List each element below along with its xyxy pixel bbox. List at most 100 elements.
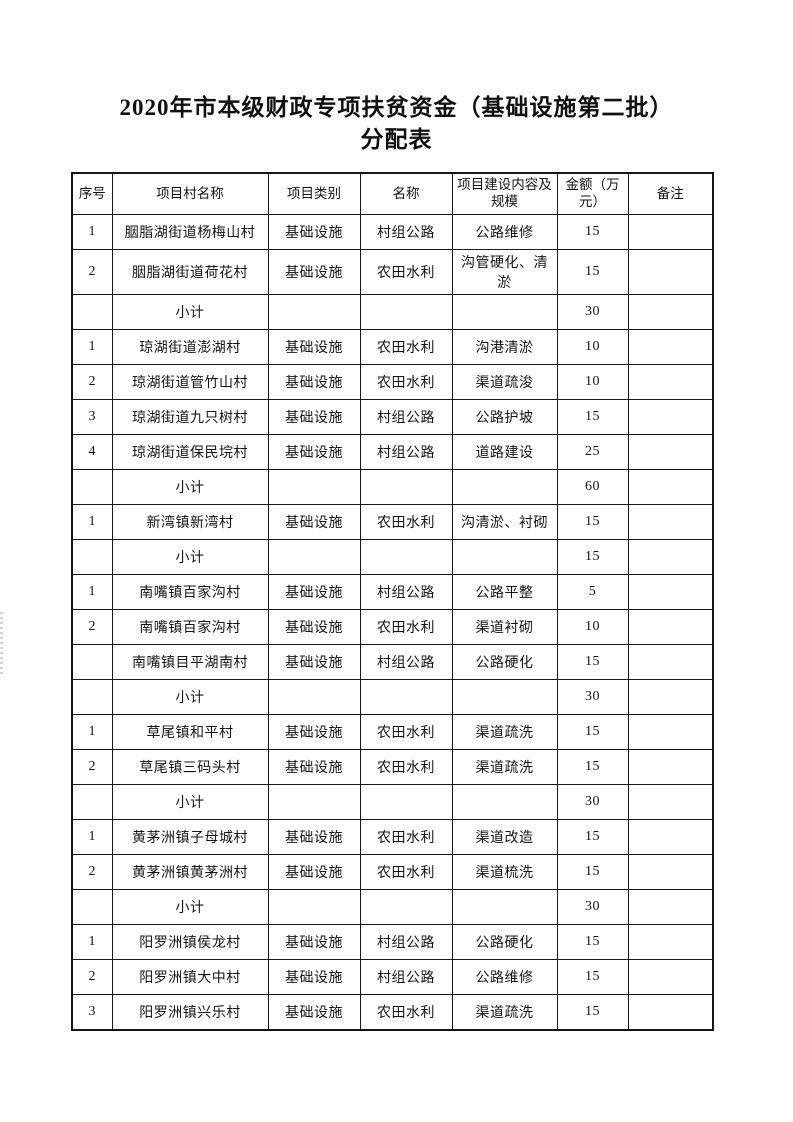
table-cell: 沟港清淤 [451,329,558,365]
table-cell: 1 [71,574,113,610]
table-cell: 渠道衬砌 [451,609,558,645]
table-cell: 3 [71,994,113,1031]
table-row: 1 南嘴镇百家沟村 基础设施 村组公路 公路平整 5 [71,574,714,610]
table-cell: 基础设施 [267,574,361,610]
table-cell [451,679,558,715]
table-cell [359,539,453,575]
table-cell: 农田水利 [359,504,453,540]
table-cell: 小计 [111,784,269,820]
table-cell [451,889,558,925]
table-row: 1 胭脂湖街道杨梅山村 基础设施 村组公路 公路维修 15 [71,214,714,250]
table-cell [451,539,558,575]
table-cell: 1 [71,924,113,960]
table-cell: 2 [71,854,113,890]
table-cell: 1 [71,504,113,540]
allocation-table-container: 序号 项目村名称 项目类别 名称 项目建设内容及规模 金额（万元） 备注 1 胭脂湖街道杨梅山… [71,172,714,1031]
table-cell: 农田水利 [359,329,453,365]
table-cell: 新湾镇新湾村 [111,504,269,540]
table-cell: 琼湖街道澎湖村 [111,329,269,365]
column-header: 金额（万元） [556,172,629,215]
table-cell [627,214,714,250]
table-cell: 草尾镇三码头村 [111,749,269,785]
table-cell: 1 [71,819,113,855]
table-cell [451,294,558,330]
table-cell: 阳罗洲镇侯龙村 [111,924,269,960]
table-cell [71,784,113,820]
table-cell [267,889,361,925]
allocation-table: 序号 项目村名称 项目类别 名称 项目建设内容及规模 金额（万元） 备注 1 胭脂湖街道杨梅山… [71,172,714,1031]
table-cell: 沟管硬化、清淤 [451,249,558,295]
table-row: 2 阳罗洲镇大中村 基础设施 村组公路 公路维修 15 [71,959,714,995]
table-row: 2 胭脂湖街道荷花村 基础设施 农田水利 沟管硬化、清淤 15 [71,249,714,295]
table-cell: 15 [556,399,629,435]
table-cell: 15 [556,644,629,680]
table-cell: 基础设施 [267,364,361,400]
table-cell [71,679,113,715]
table-row: 2 草尾镇三码头村 基础设施 农田水利 渠道疏洗 15 [71,749,714,785]
table-cell [627,609,714,645]
table-cell: 2 [71,249,113,295]
table-cell: 公路硬化 [451,644,558,680]
table-cell: 基础设施 [267,959,361,995]
table-cell: 村组公路 [359,924,453,960]
table-cell [627,574,714,610]
table-cell: 小计 [111,539,269,575]
table-cell: 农田水利 [359,819,453,855]
table-cell: 琼湖街道九只树村 [111,399,269,435]
table-cell: 渠道改造 [451,819,558,855]
table-cell: 2 [71,364,113,400]
table-cell: 基础设施 [267,749,361,785]
table-cell: 10 [556,329,629,365]
table-cell [451,784,558,820]
table-cell: 黄茅洲镇子母城村 [111,819,269,855]
table-cell [627,644,714,680]
table-cell [359,784,453,820]
table-cell [267,294,361,330]
table-cell [627,504,714,540]
table-cell: 15 [556,214,629,250]
table-cell [451,469,558,505]
table-cell: 小计 [111,294,269,330]
table-cell: 基础设施 [267,924,361,960]
table-row: 小计 15 [71,539,714,575]
column-header: 项目类别 [267,172,361,215]
column-header: 项目村名称 [111,172,269,215]
table-cell [627,469,714,505]
table-cell: 15 [556,504,629,540]
table-row: 1 阳罗洲镇侯龙村 基础设施 村组公路 公路硬化 15 [71,924,714,960]
table-row: 1 琼湖街道澎湖村 基础设施 农田水利 沟港清淤 10 [71,329,714,365]
table-cell: 小计 [111,469,269,505]
table-cell [359,889,453,925]
table-cell [627,889,714,925]
table-cell [627,294,714,330]
table-cell: 村组公路 [359,574,453,610]
table-cell: 基础设施 [267,399,361,435]
table-cell [627,994,714,1031]
table-row: 2 琼湖街道管竹山村 基础设施 农田水利 渠道疏浚 10 [71,364,714,400]
table-cell: 基础设施 [267,854,361,890]
table-cell: 1 [71,329,113,365]
table-cell: 道路建设 [451,434,558,470]
table-cell: 农田水利 [359,854,453,890]
table-cell: 渠道疏洗 [451,994,558,1031]
table-cell: 基础设施 [267,609,361,645]
table-row: 1 黄茅洲镇子母城村 基础设施 农田水利 渠道改造 15 [71,819,714,855]
table-cell [627,679,714,715]
table-cell [627,784,714,820]
table-cell [267,784,361,820]
column-header: 序号 [71,172,113,215]
table-cell: 农田水利 [359,749,453,785]
table-row: 小计 30 [71,784,714,820]
table-cell: 公路平整 [451,574,558,610]
table-cell: 公路硬化 [451,924,558,960]
table-row: 2 黄茅洲镇黄茅洲村 基础设施 农田水利 渠道梳洗 15 [71,854,714,890]
table-cell: 黄茅洲镇黄茅洲村 [111,854,269,890]
table-cell [627,714,714,750]
table-cell: 胭脂湖街道荷花村 [111,249,269,295]
table-cell: 基础设施 [267,249,361,295]
table-cell: 30 [556,294,629,330]
table-cell: 渠道疏浚 [451,364,558,400]
table-cell [627,364,714,400]
table-cell: 30 [556,889,629,925]
table-row: 小计 30 [71,294,714,330]
